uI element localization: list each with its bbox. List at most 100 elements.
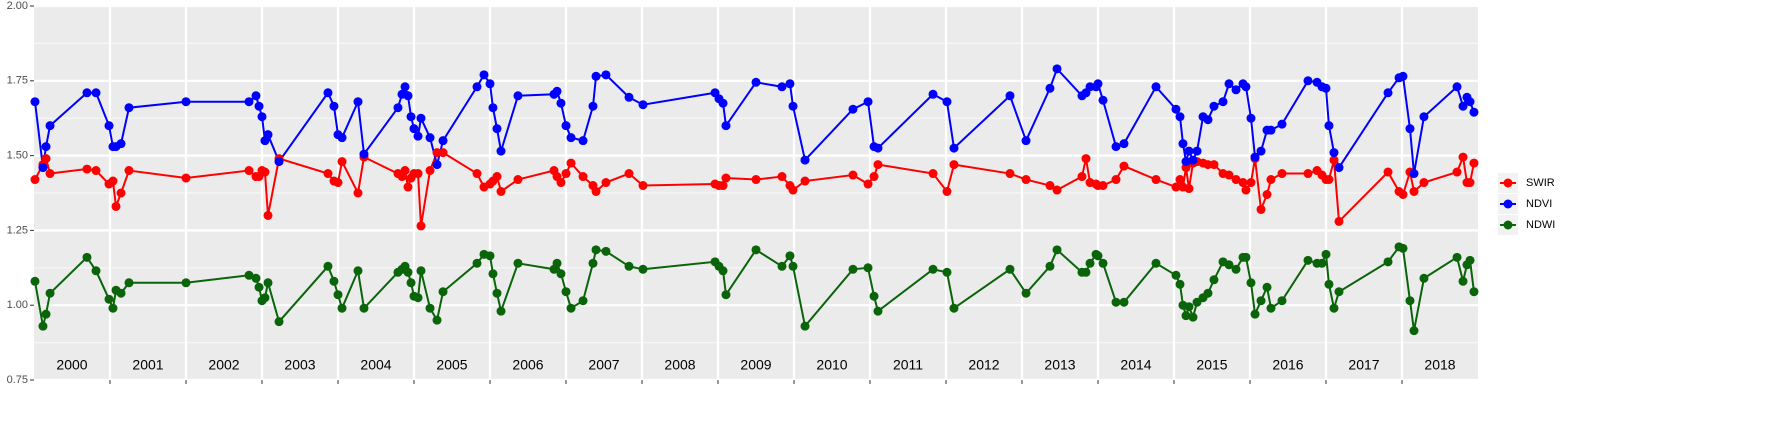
point	[91, 88, 101, 98]
point	[416, 266, 426, 276]
legend-label: SWIR	[1526, 177, 1555, 189]
point	[1334, 287, 1344, 297]
point	[181, 97, 191, 107]
point	[492, 124, 502, 134]
point	[41, 142, 51, 152]
point	[721, 290, 731, 300]
point	[263, 210, 273, 220]
legend-point	[1503, 199, 1513, 209]
point	[1111, 297, 1121, 307]
point	[416, 221, 426, 231]
point	[1329, 155, 1339, 165]
year-label: 2010	[816, 357, 847, 373]
point	[1085, 258, 1095, 268]
point	[1405, 124, 1415, 134]
point	[432, 160, 442, 170]
point	[561, 121, 571, 131]
point	[1119, 139, 1129, 149]
point	[566, 158, 576, 168]
point	[485, 79, 495, 89]
point	[1151, 258, 1161, 268]
point	[566, 303, 576, 313]
point	[257, 112, 267, 122]
legend-point	[1503, 220, 1513, 230]
point	[1098, 95, 1108, 105]
point	[82, 252, 92, 262]
point	[1171, 270, 1181, 280]
point	[1021, 136, 1031, 146]
point	[1241, 252, 1251, 262]
year-label: 2011	[893, 357, 923, 373]
point	[800, 176, 810, 186]
point	[488, 103, 498, 113]
point	[601, 178, 611, 188]
point	[873, 306, 883, 316]
point	[1181, 311, 1191, 321]
point	[1398, 189, 1408, 199]
point	[41, 154, 51, 164]
point	[1093, 79, 1103, 89]
point	[1111, 175, 1121, 185]
point	[863, 97, 873, 107]
year-label: 2003	[284, 357, 315, 373]
point	[1329, 148, 1339, 158]
point	[777, 82, 787, 92]
point	[323, 88, 333, 98]
point	[588, 101, 598, 111]
point	[108, 176, 118, 186]
point	[82, 88, 92, 98]
legend-label: NDVI	[1526, 198, 1552, 210]
legend-point	[1503, 178, 1513, 188]
point	[1241, 82, 1251, 92]
point	[1277, 169, 1287, 179]
point	[45, 169, 55, 179]
point	[425, 166, 435, 176]
point	[1246, 113, 1256, 123]
point	[1409, 187, 1419, 197]
point	[942, 267, 952, 277]
point	[406, 278, 416, 288]
point	[1458, 101, 1468, 111]
point	[116, 288, 126, 298]
point	[108, 303, 118, 313]
point	[488, 269, 498, 279]
point	[1419, 178, 1429, 188]
point	[788, 185, 798, 195]
point	[638, 264, 648, 274]
point	[1266, 125, 1276, 135]
point	[329, 276, 339, 286]
point	[181, 278, 191, 288]
point	[1419, 112, 1429, 122]
point	[353, 188, 363, 198]
point	[638, 181, 648, 191]
point	[1224, 79, 1234, 89]
point	[1241, 185, 1251, 195]
y-tick-label: 0.75	[7, 374, 28, 386]
point	[1246, 278, 1256, 288]
point	[337, 157, 347, 167]
point	[800, 155, 810, 165]
point	[1465, 255, 1475, 265]
point	[244, 270, 254, 280]
year-label: 2001	[132, 357, 163, 373]
point	[333, 290, 343, 300]
point	[251, 273, 261, 283]
point	[1052, 64, 1062, 74]
point	[91, 166, 101, 176]
point	[578, 172, 588, 182]
point	[591, 187, 601, 197]
point	[1192, 146, 1202, 156]
point	[1256, 146, 1266, 156]
point	[601, 70, 611, 80]
point	[1098, 181, 1108, 191]
point	[104, 294, 114, 304]
point	[496, 306, 506, 316]
point	[1188, 312, 1198, 322]
point	[111, 201, 121, 211]
point	[1250, 309, 1260, 319]
point	[1383, 257, 1393, 267]
point	[1151, 82, 1161, 92]
point	[513, 258, 523, 268]
point	[116, 188, 126, 198]
point	[1419, 273, 1429, 283]
